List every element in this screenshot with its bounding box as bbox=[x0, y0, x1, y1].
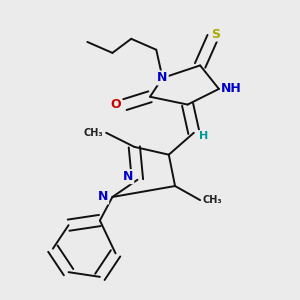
Text: O: O bbox=[110, 98, 121, 111]
Text: NH: NH bbox=[221, 82, 242, 95]
Text: N: N bbox=[98, 190, 108, 203]
Text: N: N bbox=[157, 71, 168, 85]
Text: CH₃: CH₃ bbox=[203, 195, 223, 205]
Text: CH₃: CH₃ bbox=[84, 128, 103, 138]
Text: H: H bbox=[199, 131, 208, 141]
Text: S: S bbox=[211, 28, 220, 40]
Text: N: N bbox=[123, 170, 133, 183]
